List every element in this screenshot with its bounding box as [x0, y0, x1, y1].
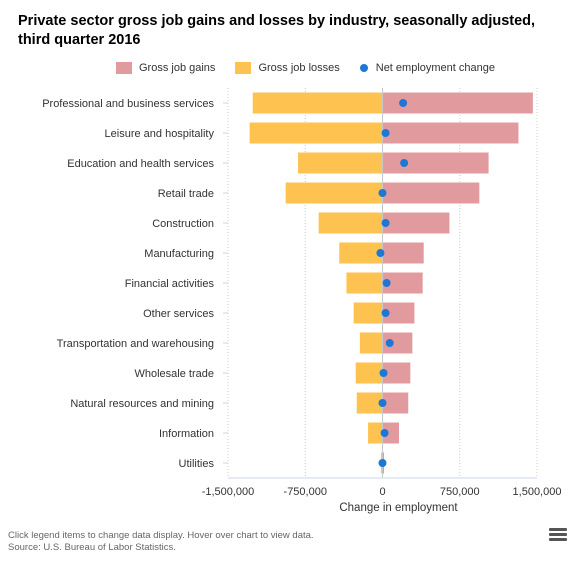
loss-bar: [249, 122, 383, 144]
x-tick-label: 750,000: [440, 486, 480, 498]
footer: Click legend items to change data displa…: [8, 530, 314, 554]
chart-title: Private sector gross job gains and losse…: [18, 13, 536, 48]
category-label: Other services: [143, 308, 214, 320]
loss-bar: [339, 242, 383, 264]
menu-icon[interactable]: [549, 528, 567, 541]
x-tick-label: -750,000: [284, 486, 327, 498]
loss-bar: [318, 212, 383, 234]
bar-chart: Professional and business services Leisur…: [42, 88, 562, 514]
net-point: [380, 429, 389, 437]
category-label: Natural resources and mining: [70, 398, 214, 410]
legend-dot-net: [359, 64, 368, 72]
net-point: [400, 159, 409, 167]
category-label: Transportation and warehousing: [57, 338, 214, 350]
legend-item-losses[interactable]: Gross job losses: [235, 62, 340, 74]
category-label: Construction: [152, 218, 214, 230]
net-point: [378, 189, 387, 197]
category-label: Wholesale trade: [135, 368, 215, 380]
net-point: [381, 219, 390, 227]
net-point: [376, 249, 385, 257]
gain-bar: [382, 92, 533, 114]
category-label: Manufacturing: [144, 248, 214, 260]
legend-item-gains[interactable]: Gross job gains: [116, 62, 215, 74]
net-point: [399, 99, 408, 107]
gain-bar: [382, 332, 413, 354]
loss-bar: [252, 92, 383, 114]
category-label: Education and health services: [67, 158, 214, 170]
gain-bar: [382, 212, 450, 234]
category-label: Professional and business services: [42, 98, 214, 110]
x-tick-label: 1,500,000: [513, 486, 562, 498]
legend-swatch-losses: [235, 62, 252, 74]
loss-bar: [355, 362, 383, 384]
gain-bar: [382, 182, 480, 204]
net-point: [385, 339, 394, 347]
gain-bar: [382, 242, 424, 264]
legend-label-gains: Gross job gains: [139, 62, 216, 74]
loss-bar: [356, 392, 383, 414]
gain-bar: [382, 122, 519, 144]
legend-label-net: Net employment change: [375, 62, 495, 74]
loss-bar: [368, 422, 383, 444]
category-label: Utilities: [179, 458, 215, 470]
loss-bar: [353, 302, 383, 324]
legend-label-losses: Gross job losses: [258, 62, 340, 74]
category-label: Financial activities: [125, 278, 215, 290]
legend: Gross job gains Gross job losses Net emp…: [116, 60, 515, 76]
net-point: [381, 309, 390, 317]
gain-bar: [382, 422, 399, 444]
x-tick-label: -1,500,000: [202, 486, 255, 498]
gain-bar: [382, 362, 411, 384]
loss-bar: [359, 332, 383, 354]
gain-bar: [382, 152, 489, 174]
category-label: Information: [159, 428, 214, 440]
loss-bar: [285, 182, 383, 204]
net-point: [378, 459, 387, 467]
legend-item-net[interactable]: Net employment change: [359, 62, 495, 74]
x-tick-label: 0: [379, 486, 385, 498]
x-axis-title: Change in employment: [339, 502, 458, 514]
loss-bar: [346, 272, 383, 294]
category-label: Leisure and hospitality: [105, 128, 215, 140]
gain-bar: [382, 302, 415, 324]
net-point: [379, 369, 388, 377]
footer-note: Click legend items to change data displa…: [8, 530, 314, 541]
net-point: [378, 399, 387, 407]
gain-bar: [382, 392, 409, 414]
gain-bar: [382, 272, 423, 294]
footer-source: Source: U.S. Bureau of Labor Statistics.: [8, 542, 176, 553]
net-point: [381, 129, 390, 137]
loss-bar: [298, 152, 383, 174]
category-label: Retail trade: [158, 188, 214, 200]
net-point: [382, 279, 391, 287]
legend-swatch-gains: [116, 62, 132, 74]
